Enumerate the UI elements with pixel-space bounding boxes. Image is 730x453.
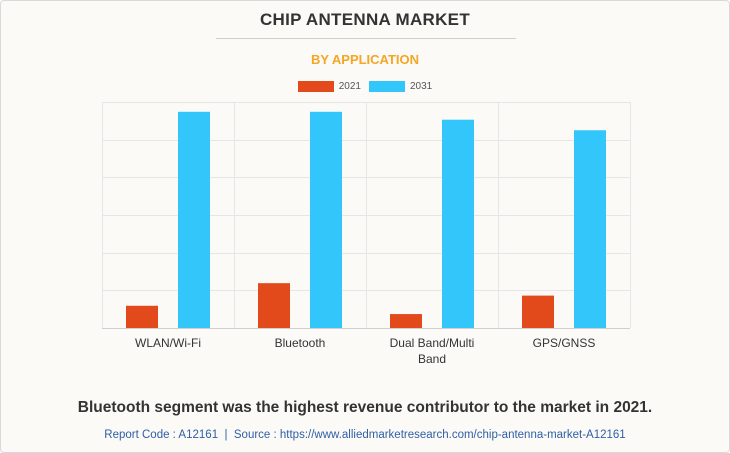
bar-2031-wlan-wi-fi — [178, 111, 210, 328]
source-link[interactable]: Source : https://www.alliedmarketresearc… — [233, 429, 626, 441]
bar-2021-dual-band-multi-band — [390, 314, 422, 328]
x-tick-label-2-line-1: Band — [418, 352, 446, 366]
source-footer: Report Code : A12161 | Source : https://… — [1, 429, 729, 441]
legend-swatch-2021 — [297, 81, 334, 92]
chart-subtitle: BY APPLICATION — [310, 52, 420, 67]
legend-label-2031: 2031 — [410, 81, 433, 92]
x-tick-label-1: Bluetooth — [275, 336, 326, 350]
bar-chart: WLAN/Wi-Fi Bluetooth Dual Band/Multi Band GP… — [102, 102, 631, 366]
chart-caption: Bluetooth segment was the highest revenu… — [77, 399, 653, 416]
bar-2021-bluetooth — [258, 283, 290, 328]
bar-2031-bluetooth — [310, 111, 342, 328]
x-tick-label-3: GPS/GNSS — [533, 336, 596, 350]
footer-separator: | — [224, 429, 228, 441]
chart-title: CHIP ANTENNA MARKET — [259, 10, 470, 29]
legend: 2021 2031 — [1, 81, 729, 92]
legend-swatch-2031 — [369, 81, 405, 92]
bar-2031-gps-gnss — [574, 130, 606, 328]
title-divider — [216, 38, 516, 39]
legend-item-2021[interactable]: 2021 — [297, 81, 361, 92]
bar-2021-wlan-wi-fi — [126, 305, 158, 328]
bar-2021-gps-gnss — [522, 295, 554, 328]
legend-label-2021: 2021 — [338, 81, 361, 92]
bar-2031-dual-band-multi-band — [442, 119, 474, 328]
x-tick-label-0: WLAN/Wi-Fi — [135, 336, 201, 350]
legend-item-2031[interactable]: 2031 — [369, 81, 432, 92]
x-tick-label-2-line-0: Dual Band/Multi — [390, 336, 475, 350]
report-code: Report Code : A12161 — [104, 429, 219, 441]
